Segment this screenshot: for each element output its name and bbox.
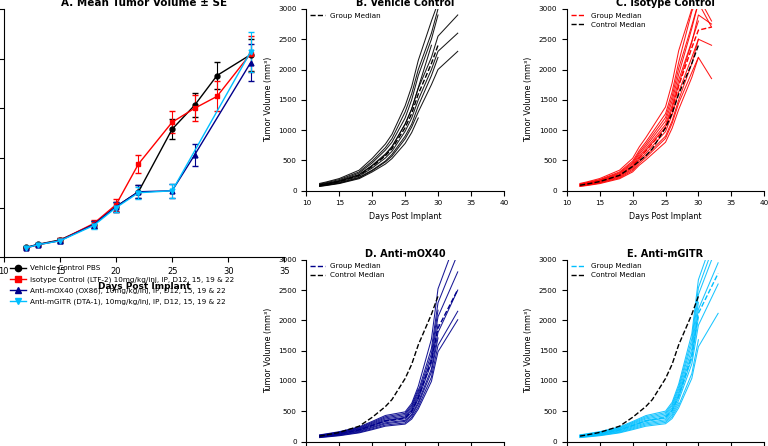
X-axis label: Days Post Implant: Days Post Implant xyxy=(629,212,702,221)
Legend: Group Median, Control Median: Group Median, Control Median xyxy=(310,264,385,278)
Legend: Group Median, Control Median: Group Median, Control Median xyxy=(571,264,645,278)
Title: D. Anti-mOX40: D. Anti-mOX40 xyxy=(365,249,445,259)
Y-axis label: Tumor Volume (mm³): Tumor Volume (mm³) xyxy=(263,308,273,393)
Y-axis label: Tumor Volume (mm³): Tumor Volume (mm³) xyxy=(524,308,533,393)
Title: A. Mean Tumor Volume ± SE: A. Mean Tumor Volume ± SE xyxy=(61,0,227,8)
Y-axis label: Tumor Volume (mm³): Tumor Volume (mm³) xyxy=(524,57,533,142)
Title: C. Isotype Control: C. Isotype Control xyxy=(616,0,715,8)
Legend: Group Median, Control Median: Group Median, Control Median xyxy=(571,12,645,28)
Title: E. Anti-mGITR: E. Anti-mGITR xyxy=(627,249,703,259)
Legend: Group Median: Group Median xyxy=(310,12,381,19)
Title: B. Vehicle Control: B. Vehicle Control xyxy=(356,0,455,8)
Y-axis label: Tumor Volume (mm³): Tumor Volume (mm³) xyxy=(263,57,273,142)
X-axis label: Days Post Implant: Days Post Implant xyxy=(369,212,442,221)
Legend: Vehicle Control PBS, Isotype Control (LTF-2) 10mg/kg/inj, IP, D12, 15, 19 & 22, : Vehicle Control PBS, Isotype Control (LT… xyxy=(10,265,234,305)
X-axis label: Days Post Implant: Days Post Implant xyxy=(98,281,190,291)
